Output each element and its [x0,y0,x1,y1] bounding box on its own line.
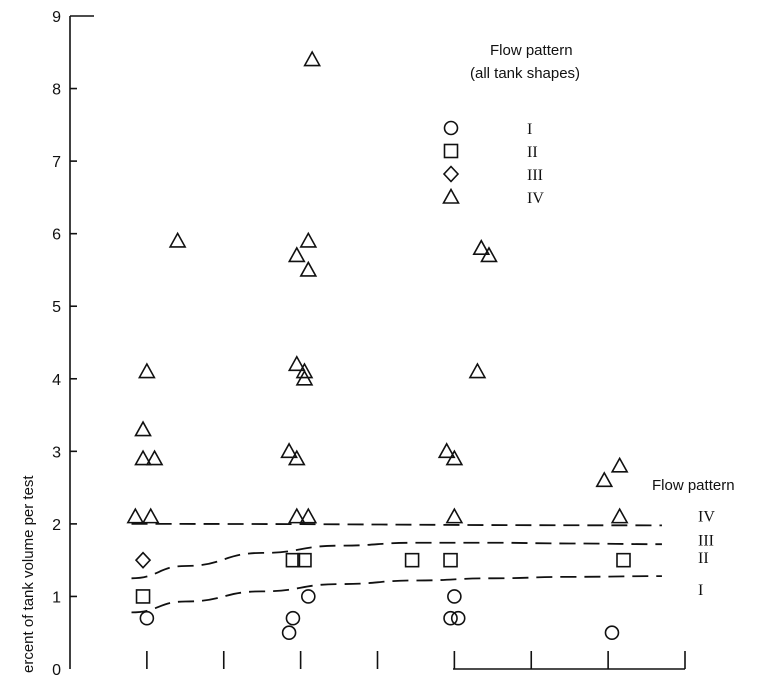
boundary-label: II [698,550,709,567]
square-point [404,552,420,568]
triangle-point [295,362,314,379]
y-tick-label: 3 [52,444,61,461]
triangle-point [610,507,629,524]
y-tick-label: 5 [52,299,61,316]
square-point [135,589,151,604]
triangle-point [610,456,629,473]
boundary-curve [131,522,662,527]
triangle-point [287,507,306,524]
y-ticks: 0 1 2 3 4 5 6 7 8 9 [52,9,77,676]
legend-subtitle: (all tank shapes) [470,65,580,82]
y-tick-label: 0 [52,662,61,676]
y-tick-label: 1 [52,589,61,606]
boundary-label: III [698,532,714,549]
legend-title: Flow pattern [490,42,573,59]
triangle-point [445,507,464,524]
boundary-title: Flow pattern [652,477,735,494]
triangle-point [168,231,187,248]
triangle-point [303,50,322,67]
triangle-point [595,471,614,488]
boundary-label: IV [698,508,715,525]
triangle-point [138,362,156,379]
triangle-point [472,239,491,255]
axes [69,15,685,670]
triangle-point [437,442,456,459]
triangle-point [287,355,306,372]
data-points [126,50,631,641]
circle-point [285,610,301,626]
legend-label: II [527,144,538,161]
triangle-point [134,420,152,437]
legend-label: I [527,121,532,138]
legend-label: III [527,167,543,184]
triangle-point [141,507,160,524]
square-point [443,552,458,568]
circle-point [443,610,458,626]
legend-label: IV [527,190,544,207]
boundary-label: I [698,582,703,599]
triangle-point [299,507,318,524]
triangle-point [287,449,306,466]
y-tick-label: 9 [52,9,61,26]
triangle-point [468,362,487,379]
y-tick-label: 7 [52,154,61,171]
legend-marker-circle [443,120,459,136]
triangle-point [295,369,314,386]
y-axis-label: ercent of tank volume per test [20,475,37,673]
diamond-point [134,551,152,569]
x-tick-marks [146,651,686,669]
square-point [285,552,301,568]
triangle-point [445,449,464,466]
circle-point [447,589,462,604]
y-tick-label: 6 [52,227,61,244]
triangle-point [287,246,306,263]
triangle-point [280,442,298,459]
triangle-point [145,449,164,466]
triangle-point [299,260,318,277]
circle-point [281,625,297,641]
boundary-curve [131,541,662,580]
square-point [297,552,312,568]
circle-point [139,610,155,626]
y-tick-label: 4 [52,372,61,389]
legend-marker-triangle [442,187,460,204]
legend-marker-diamond [442,165,460,183]
y-tick-label: 8 [52,82,61,99]
triangle-point [134,449,152,466]
boundary-curves [131,522,662,614]
circle-point [604,625,620,641]
y-tick-label: 2 [52,517,61,534]
triangle-point [126,507,145,524]
boundary-curve [131,575,662,614]
triangle-point [480,246,498,263]
circle-point [450,610,466,626]
square-point [616,552,631,568]
triangle-point [299,231,318,248]
legend-marker-square [443,143,459,159]
circle-point [301,589,316,604]
